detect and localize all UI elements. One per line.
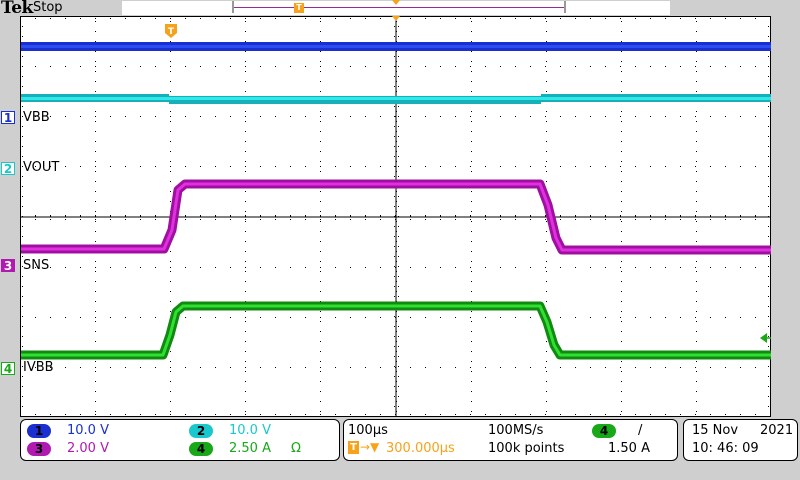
svg-text:T: T	[168, 27, 175, 37]
ch4-scale[interactable]: 2.50 A	[229, 441, 271, 456]
ch3-scale[interactable]: 2.00 V	[67, 441, 109, 456]
timebase-trigger-panel[interactable]: 100µs 100MS/s 4 / T →▼ 300.000µs 100k po…	[343, 419, 678, 461]
acquisition-state[interactable]: Stop	[33, 0, 63, 15]
trigger-level[interactable]: 1.50 A	[608, 441, 650, 456]
brand-logo: Tek	[1, 0, 33, 18]
sample-rate: 100MS/s	[488, 423, 544, 438]
trigger-source-badge[interactable]: 4	[592, 424, 616, 438]
ch2-label: VOUT	[23, 160, 60, 175]
delay-arrow-icon: →▼	[360, 440, 380, 454]
trigger-time-marker-icon: T	[165, 24, 177, 38]
date: 15 Nov	[692, 423, 739, 438]
ch1-scale[interactable]: 10.0 V	[67, 423, 109, 438]
trigger-level-arrow-icon	[760, 333, 771, 343]
ch4-ground-marker[interactable]: 4	[1, 362, 15, 376]
year: 2021	[760, 423, 794, 438]
record-line	[234, 7, 564, 8]
record-view-window[interactable]: T	[232, 1, 566, 13]
horizontal-scale[interactable]: 100µs	[348, 423, 388, 438]
ch4-label: IVBB	[23, 360, 54, 375]
ch2-badge[interactable]: 2	[189, 424, 213, 438]
status-bar: Tek Stop T	[0, 0, 800, 18]
record-length[interactable]: 100k points	[488, 441, 565, 456]
time: 10: 46: 09	[692, 441, 759, 456]
ch4-badge[interactable]: 4	[189, 442, 213, 456]
record-view-bar[interactable]	[122, 1, 670, 15]
ch2-ground-marker[interactable]: 2	[1, 162, 15, 176]
trigger-slope-icon[interactable]: /	[638, 423, 643, 438]
trigger-position-icon: T	[348, 441, 359, 454]
record-trigger-marker-icon: T	[294, 3, 304, 13]
ch4-termination-icon: Ω	[291, 441, 301, 456]
ch1-ground-marker[interactable]: 1	[1, 111, 15, 125]
ch3-ground-marker[interactable]: 3	[1, 259, 15, 273]
trigger-position-marker-icon	[392, 16, 400, 21]
ch3-label: SNS	[23, 258, 50, 273]
ch3-badge[interactable]: 3	[27, 442, 51, 456]
horizontal-position-marker-icon[interactable]	[392, 0, 400, 5]
ch2-scale[interactable]: 10.0 V	[229, 423, 271, 438]
channel-readout-panel[interactable]: 1 10.0 V 2 10.0 V 3 2.00 V 4 2.50 A Ω	[20, 419, 340, 461]
ch1-label: VBB	[23, 110, 50, 125]
trigger-delay[interactable]: 300.000µs	[386, 441, 455, 456]
datetime-panel: 15 Nov 2021 10: 46: 09	[683, 419, 798, 461]
ch1-badge[interactable]: 1	[27, 424, 51, 438]
